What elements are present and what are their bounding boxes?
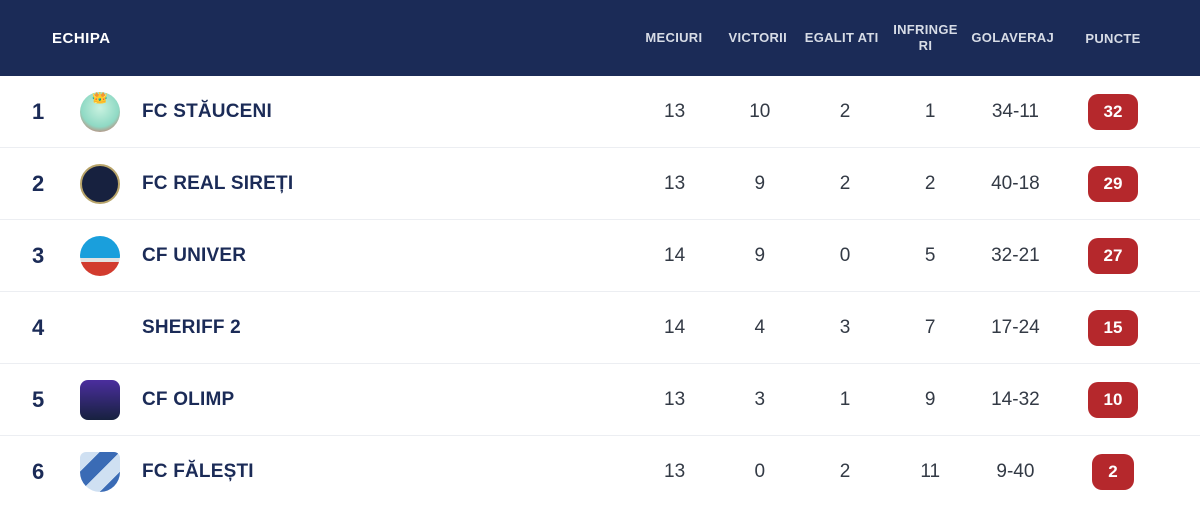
team-cell-2: 3 CF UNIVER <box>32 236 632 276</box>
victorii-value: 9 <box>717 173 802 195</box>
header-puncte[interactable]: PUNCTE <box>1058 31 1168 46</box>
victorii-value: 3 <box>717 389 802 411</box>
meciuri-value: 13 <box>632 461 717 483</box>
team-name-label: CF OLIMP <box>142 389 234 411</box>
infrangeri-value: 1 <box>888 101 973 123</box>
team-crest-icon <box>80 92 120 132</box>
infrangeri-value: 9 <box>888 389 973 411</box>
table-header: ECHIPA MECIURI VICTORII EGALIT ATI INFRI… <box>0 0 1200 76</box>
victorii-value: 9 <box>717 245 802 267</box>
team-cell-4: 5 CF OLIMP <box>32 380 632 420</box>
rank-number: 5 <box>32 387 58 413</box>
golaveraj-value: 14-32 <box>973 389 1058 411</box>
egalitati-value: 3 <box>802 317 887 339</box>
team-name-label: SHERIFF 2 <box>142 317 241 339</box>
table-row[interactable]: 1 FC STĂUCENI 13 10 2 1 34-11 32 <box>0 76 1200 148</box>
puncte-badge: 32 <box>1088 94 1139 130</box>
meciuri-value: 13 <box>632 389 717 411</box>
table-row[interactable]: 4 SHERIFF 2 14 4 3 7 17-24 15 <box>0 292 1200 364</box>
golaveraj-value: 32-21 <box>973 245 1058 267</box>
header-echipa: ECHIPA <box>32 30 632 47</box>
golaveraj-value: 40-18 <box>973 173 1058 195</box>
puncte-cell: 2 <box>1058 454 1168 490</box>
puncte-cell: 10 <box>1058 382 1168 418</box>
golaveraj-value: 17-24 <box>973 317 1058 339</box>
table-row[interactable]: 5 CF OLIMP 13 3 1 9 14-32 10 <box>0 364 1200 436</box>
team-name-label: CF UNIVER <box>142 245 246 267</box>
team-cell-1: 2 FC REAL SIREȚI <box>32 164 632 204</box>
puncte-badge: 10 <box>1088 382 1139 418</box>
meciuri-value: 13 <box>632 173 717 195</box>
team-name-label: FC STĂUCENI <box>142 101 272 123</box>
standings-table: ECHIPA MECIURI VICTORII EGALIT ATI INFRI… <box>0 0 1200 508</box>
header-meciuri[interactable]: MECIURI <box>632 30 716 46</box>
puncte-badge: 2 <box>1092 454 1133 490</box>
table-body: 1 FC STĂUCENI 13 10 2 1 34-11 32 2 FC RE… <box>0 76 1200 508</box>
team-crest-icon <box>80 452 120 492</box>
team-cell-3: 4 SHERIFF 2 <box>32 308 632 348</box>
team-name-label: FC REAL SIREȚI <box>142 173 293 195</box>
rank-number: 3 <box>32 243 58 269</box>
team-crest-icon <box>80 308 120 348</box>
puncte-badge: 29 <box>1088 166 1139 202</box>
puncte-cell: 27 <box>1058 238 1168 274</box>
header-egalitati[interactable]: EGALIT ATI <box>800 30 884 46</box>
rank-number: 2 <box>32 171 58 197</box>
rank-number: 4 <box>32 315 58 341</box>
egalitati-value: 1 <box>802 389 887 411</box>
team-crest-icon <box>80 164 120 204</box>
infrangeri-value: 11 <box>888 461 973 483</box>
golaveraj-value: 9-40 <box>973 461 1058 483</box>
team-name-label: FC FĂLEȘTI <box>142 461 254 483</box>
rank-number: 1 <box>32 99 58 125</box>
team-cell-0: 1 FC STĂUCENI <box>32 92 632 132</box>
meciuri-value: 13 <box>632 101 717 123</box>
victorii-value: 10 <box>717 101 802 123</box>
egalitati-value: 2 <box>802 101 887 123</box>
team-crest-icon <box>80 380 120 420</box>
infrangeri-value: 5 <box>888 245 973 267</box>
puncte-badge: 27 <box>1088 238 1139 274</box>
victorii-value: 4 <box>717 317 802 339</box>
infrangeri-value: 7 <box>888 317 973 339</box>
table-row[interactable]: 3 CF UNIVER 14 9 0 5 32-21 27 <box>0 220 1200 292</box>
header-infrangeri[interactable]: INFRINGE RI <box>884 22 968 55</box>
header-victorii[interactable]: VICTORII <box>716 30 800 46</box>
egalitati-value: 2 <box>802 173 887 195</box>
header-golaveraj[interactable]: GOLAVERAJ <box>967 30 1058 46</box>
team-crest-icon <box>80 236 120 276</box>
table-row[interactable]: 6 FC FĂLEȘTI 13 0 2 11 9-40 2 <box>0 436 1200 508</box>
victorii-value: 0 <box>717 461 802 483</box>
team-cell-5: 6 FC FĂLEȘTI <box>32 452 632 492</box>
meciuri-value: 14 <box>632 317 717 339</box>
table-row[interactable]: 2 FC REAL SIREȚI 13 9 2 2 40-18 29 <box>0 148 1200 220</box>
puncte-badge: 15 <box>1088 310 1139 346</box>
puncte-cell: 29 <box>1058 166 1168 202</box>
golaveraj-value: 34-11 <box>973 101 1058 123</box>
puncte-cell: 15 <box>1058 310 1168 346</box>
egalitati-value: 2 <box>802 461 887 483</box>
meciuri-value: 14 <box>632 245 717 267</box>
rank-number: 6 <box>32 459 58 485</box>
puncte-cell: 32 <box>1058 94 1168 130</box>
egalitati-value: 0 <box>802 245 887 267</box>
infrangeri-value: 2 <box>888 173 973 195</box>
